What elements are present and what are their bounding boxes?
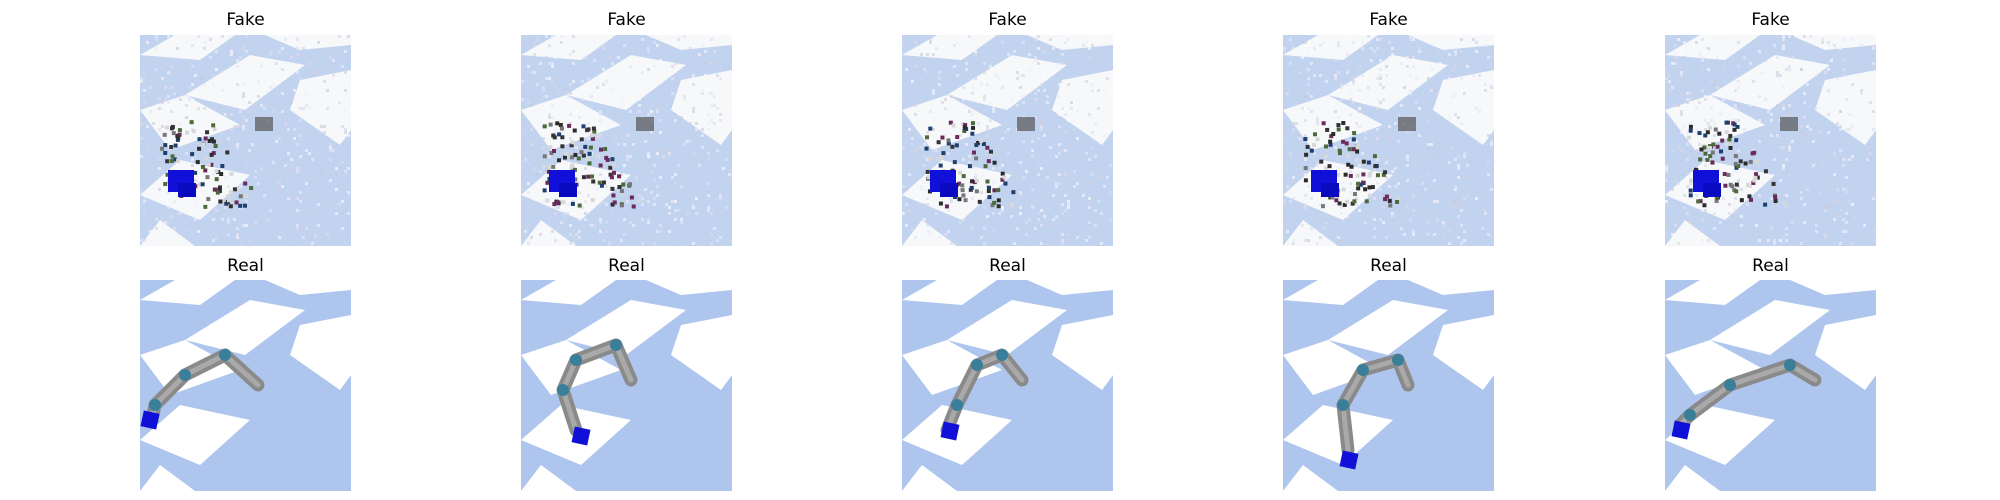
fake-title-3: Fake — [988, 10, 1027, 30]
fake-image-5 — [1665, 35, 1876, 246]
real-image-3 — [902, 280, 1113, 491]
real-title-1: Real — [227, 256, 264, 276]
real-title-3: Real — [989, 256, 1026, 276]
real-title-5: Real — [1752, 256, 1789, 276]
fake-image-1 — [140, 35, 351, 246]
real-image-4 — [1283, 280, 1494, 491]
fake-title-1: Fake — [226, 10, 265, 30]
fake-image-2 — [521, 35, 732, 246]
real-title-2: Real — [608, 256, 645, 276]
real-image-5 — [1665, 280, 1876, 491]
real-title-4: Real — [1370, 256, 1407, 276]
fake-image-4 — [1283, 35, 1494, 246]
real-image-1 — [140, 280, 351, 491]
real-image-2 — [521, 280, 732, 491]
fake-title-5: Fake — [1751, 10, 1790, 30]
fake-image-3 — [902, 35, 1113, 246]
fake-title-2: Fake — [607, 10, 646, 30]
fake-title-4: Fake — [1369, 10, 1408, 30]
